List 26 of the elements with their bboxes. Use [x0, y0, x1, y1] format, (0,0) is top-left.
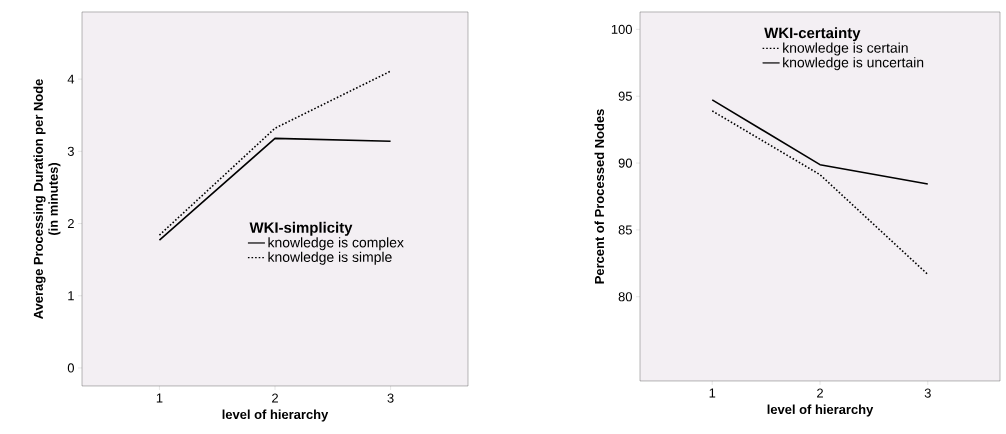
- y-tick-label: 85: [618, 225, 632, 235]
- y-axis-title: Percent of Processed Nodes: [594, 109, 605, 284]
- x-tick-label: 1: [709, 388, 716, 398]
- legend-label: knowledge is simple: [268, 251, 392, 265]
- x-tick-label: 3: [924, 388, 931, 398]
- x-tick-label: 2: [817, 388, 823, 398]
- y-tick-label: 80: [618, 292, 632, 302]
- y-tick-label: 100: [611, 24, 632, 34]
- y-axis-title: Average Processing Duration per Node (in minutes): [33, 79, 61, 319]
- x-tick-label: 1: [156, 393, 163, 403]
- y-tick-label: 4: [67, 74, 75, 84]
- y-tick-label: 2: [67, 219, 74, 229]
- legend-label: knowledge is complex: [268, 237, 404, 251]
- legend-label: knowledge is uncertain: [783, 57, 924, 71]
- x-axis-title: level of hierarchy: [222, 409, 329, 422]
- x-tick-label: 3: [387, 393, 394, 403]
- y-tick-label: 1: [68, 291, 74, 301]
- y-tick-label: 90: [618, 158, 632, 168]
- x-axis-title: level of hierarchy: [767, 404, 874, 417]
- legend-title: WKI-simplicity: [249, 221, 353, 236]
- y-tick-label: 95: [618, 91, 632, 101]
- legend-label: knowledge is certain: [783, 42, 908, 56]
- x-tick-label: 2: [272, 393, 278, 403]
- y-tick-label: 0: [67, 363, 74, 373]
- legend-title: WKI-certainty: [764, 27, 861, 42]
- y-tick-label: 3: [67, 146, 74, 156]
